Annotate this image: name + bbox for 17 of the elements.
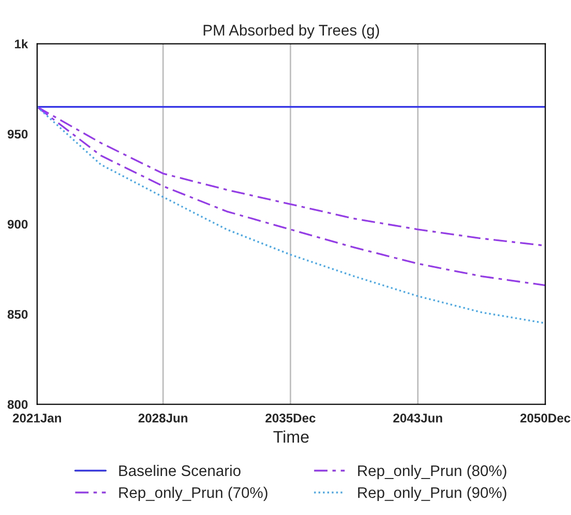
legend-label: Rep_only_Prun (70%) — [119, 486, 268, 502]
legend-label: Rep_only_Prun (80%) — [358, 464, 506, 480]
x-tick-label: 2050Dec — [520, 414, 570, 422]
x-tick-label: 2035Dec — [266, 414, 316, 422]
legend-label: Rep_only_Prun (90%) — [358, 486, 506, 502]
line-series — [37, 106, 546, 324]
y-tick-label: 1k — [14, 39, 28, 48]
x-tick-label: 2021Jan — [12, 414, 62, 422]
y-tick-label: 800 — [8, 400, 28, 409]
chart-title: PM Absorbed by Trees (g) — [204, 24, 380, 39]
legend-label: Baseline Scenario — [119, 464, 240, 476]
x-tick-label: 2043Jun — [393, 414, 442, 422]
y-tick-label: 850 — [8, 310, 28, 319]
x-axis-title: Time — [273, 430, 309, 443]
y-tick-label: 900 — [8, 220, 28, 229]
y-tick-label: 950 — [8, 130, 28, 139]
x-tick-label: 2028Jun — [138, 414, 188, 422]
